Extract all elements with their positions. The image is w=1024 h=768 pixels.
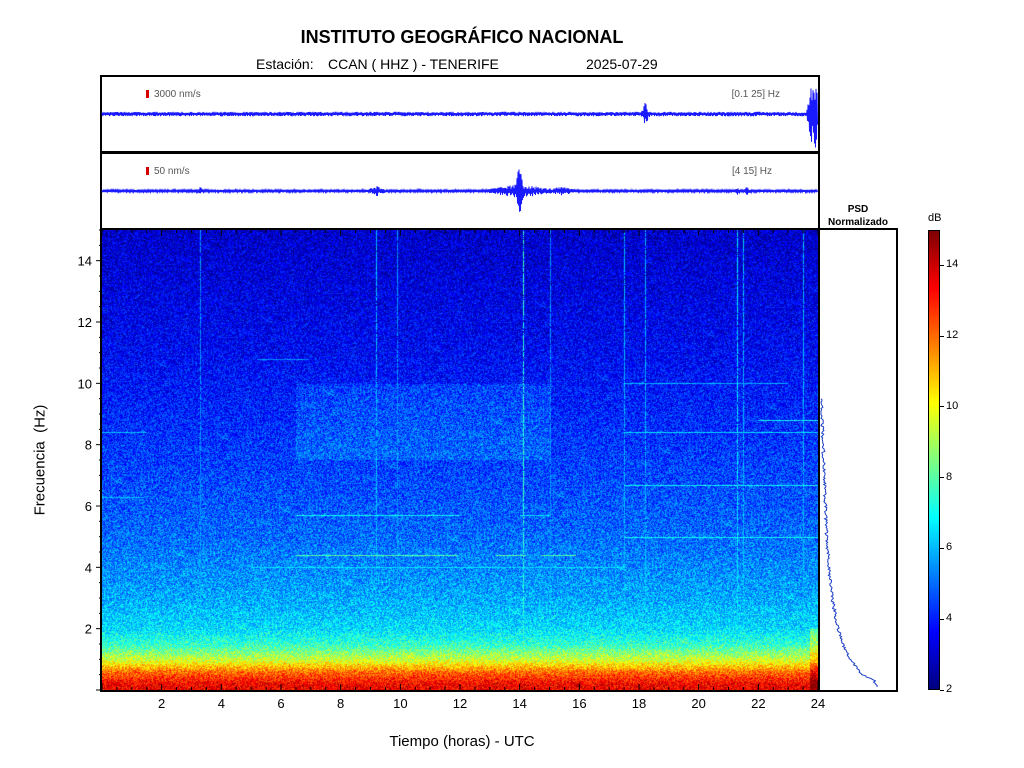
x-tick-label: 12 [453, 696, 467, 711]
colorbar-tick-label: 8 [946, 470, 953, 483]
x-axis-title: Tiempo (horas) - UTC [389, 733, 535, 750]
scale-label: 3000 nm/s [154, 89, 201, 100]
colorbar-tick-label: 6 [946, 541, 953, 554]
colorbar-tick-label: 2 [946, 683, 953, 695]
x-tick-label: 6 [277, 696, 284, 711]
colorbar-tick-label: 12 [946, 329, 959, 342]
colorbar-tick [940, 618, 944, 620]
y-tick-label: 4 [85, 560, 92, 575]
psd-curve [820, 398, 878, 688]
colorbar-tick-label: 4 [946, 612, 953, 625]
colorbar-tick [940, 689, 944, 691]
x-tick-label: 22 [751, 696, 765, 711]
broadband-trace-panel: 3000 nm/s [0.1 25] Hz [100, 75, 820, 153]
psd-title: PSD Normalizado [818, 203, 898, 229]
scale-bar-icon [146, 167, 149, 175]
filtered-waveform [101, 169, 818, 212]
colorbar-tick-label: 14 [946, 258, 959, 271]
filtered-trace-panel: 50 nm/s [4 15] Hz [100, 152, 820, 230]
y-tick-label: 8 [85, 438, 92, 453]
psd-title-line2: Normalizado [827, 217, 888, 228]
colorbar-tick [940, 547, 944, 549]
x-tick-label: 24 [811, 696, 825, 711]
x-tick-label: 16 [572, 696, 586, 711]
x-tick-label: 4 [218, 696, 225, 711]
y-tick-label: 14 [78, 254, 92, 269]
x-tick-label: 10 [393, 696, 407, 711]
colorbar-tick [940, 335, 944, 337]
colorbar-tick [940, 264, 944, 266]
x-tick-label: 20 [691, 696, 705, 711]
y-tick-label: 12 [78, 315, 92, 330]
colorbar-tick [940, 406, 944, 408]
y-tick-label: 10 [78, 376, 92, 391]
waveform-line [101, 169, 818, 212]
x-tick-label: 8 [337, 696, 344, 711]
x-tick-label: 18 [632, 696, 646, 711]
colorbar-tick [940, 477, 944, 479]
band-label: [4 15] Hz [731, 166, 772, 177]
spectrogram-heatmap [102, 230, 818, 690]
psd-title-line1: PSD [847, 204, 869, 215]
y-axis-title: Frecuencia (Hz) [31, 404, 49, 516]
colorbar-unit: dB [928, 212, 942, 224]
x-tick-label: 14 [512, 696, 526, 711]
colorbar [928, 230, 940, 690]
psd-line [820, 398, 878, 688]
y-tick-label: 6 [85, 499, 92, 514]
colorbar-tick-label: 10 [946, 399, 959, 412]
station-name: CCAN ( HHZ ) - TENERIFE [328, 56, 499, 72]
psd-panel [818, 228, 898, 692]
waveform-line [101, 88, 818, 148]
station-label: Estación: [256, 56, 314, 72]
y-tick-label: 2 [85, 622, 92, 637]
band-label: [0.1 25] Hz [731, 89, 780, 100]
scale-label: 50 nm/s [154, 166, 190, 177]
chart-title: INSTITUTO GEOGRÁFICO NACIONAL [300, 27, 624, 47]
date-label: 2025-07-29 [586, 56, 658, 72]
scale-bar-icon [146, 90, 149, 98]
x-tick-label: 2 [158, 696, 165, 711]
broadband-waveform [101, 88, 818, 148]
